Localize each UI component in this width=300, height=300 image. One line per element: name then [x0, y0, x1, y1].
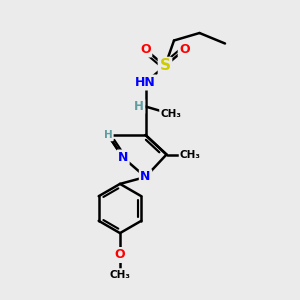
Text: CH₃: CH₃ [180, 149, 201, 160]
Text: H: H [134, 100, 144, 113]
Text: O: O [140, 43, 151, 56]
Text: N: N [118, 151, 128, 164]
Text: HN: HN [135, 76, 156, 89]
Text: N: N [140, 170, 151, 184]
Text: H: H [103, 130, 112, 140]
Text: S: S [160, 58, 170, 74]
Text: CH₃: CH₃ [160, 109, 182, 119]
Text: O: O [179, 43, 190, 56]
Text: CH₃: CH₃ [110, 269, 130, 280]
Text: O: O [115, 248, 125, 262]
